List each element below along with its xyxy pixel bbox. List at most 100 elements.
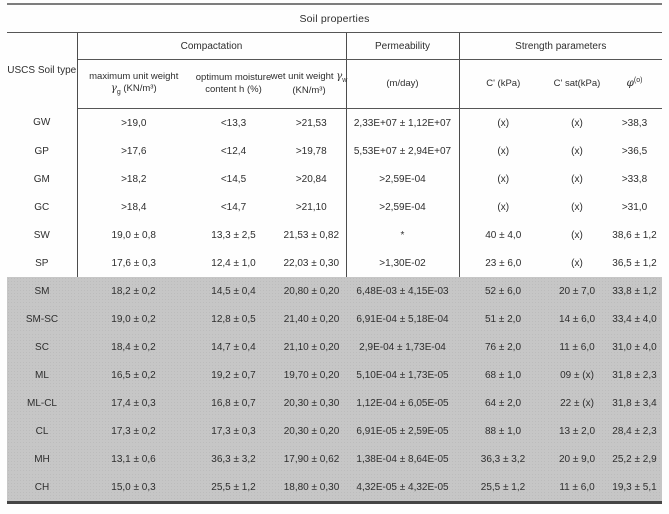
value-cell: 21,40 ± 0,20 <box>277 305 346 333</box>
phi-superscript: (o) <box>633 77 643 85</box>
table-row: GW >19,0 <13,3 >21,53 2,33E+07 ± 1,12E+07 (x)… <box>7 108 662 137</box>
value-cell: 6,91E-05 ± 2,59E-05 <box>346 417 459 445</box>
soil-type-cell: SW <box>7 221 78 249</box>
gamma-subscript: w <box>342 76 348 84</box>
value-cell: >20,84 <box>277 165 347 193</box>
value-cell: 68 ± 1,0 <box>459 361 547 389</box>
group-header-strength-parameters: Strength parameters <box>459 32 662 60</box>
value-cell: 11 ± 6,0 <box>547 473 607 503</box>
group-header-row: USCS Soil type Compactation Permeability… <box>7 32 662 109</box>
max-unit-weight-label: maximum unit weight γg (KN/m³) <box>84 71 184 98</box>
table-container: Soil properties USCS Soil type Compactat… <box>7 3 662 504</box>
soil-type-cell: GC <box>7 193 78 221</box>
value-cell: 36,5 ± 1,2 <box>612 257 657 269</box>
gamma-symbol: γ <box>110 82 117 94</box>
table-row: SW 19,0 ± 0,8 13,3 ± 2,5 21,53 ± 0,82 * 40 ± … <box>7 221 662 249</box>
value-cell: >19,0 <box>121 117 147 129</box>
gamma-subscript: g <box>116 88 121 96</box>
value-cell: 15,0 ± 0,3 <box>77 473 190 503</box>
value-cell: 16,8 ± 0,7 <box>190 389 277 417</box>
value-cell: 17,4 ± 0,3 <box>77 389 190 417</box>
value-cell: >33,8 <box>621 173 648 185</box>
group-header-compaction: Compactation <box>77 32 347 60</box>
value-cell: (x) <box>571 173 583 185</box>
col-header-wet-unit-weight: wet unit weight γw (KN/m³) <box>271 59 347 109</box>
soil-type-cell: SM-SC <box>7 305 77 333</box>
soil-properties-table: Soil properties USCS Soil type Compactat… <box>7 3 662 504</box>
table-header: Soil properties USCS Soil type Compactat… <box>7 4 662 109</box>
value-cell: 20 ± 7,0 <box>547 277 607 305</box>
value-cell: >18,4 <box>121 201 147 213</box>
value-cell: 19,2 ± 0,7 <box>190 361 277 389</box>
soil-type-cell: SP <box>7 249 78 277</box>
table-body: GW >19,0 <13,3 >21,53 2,33E+07 ± 1,12E+07 (x)… <box>7 108 662 503</box>
value-cell: 18,80 ± 0,30 <box>277 473 346 503</box>
value-cell: 31,0 ± 4,0 <box>607 333 662 361</box>
value-cell: <14,7 <box>220 201 247 213</box>
title-row: Soil properties <box>7 4 662 33</box>
soil-type-cell: CL <box>7 417 77 445</box>
sub-header-row: maximum unit weight γg (KN/m³) optimum m… <box>7 59 662 109</box>
value-cell: >21,53 <box>277 108 347 137</box>
soil-type-cell: SM <box>7 277 77 305</box>
value-cell: 14,7 ± 0,4 <box>190 333 277 361</box>
value-cell: >1,30E-02 <box>346 249 460 277</box>
soil-type-cell: GM <box>7 165 78 193</box>
col-header-optimum-moisture: optimum moisture content h (%) <box>190 59 277 109</box>
value-cell: 20 ± 9,0 <box>547 445 607 473</box>
label-text: maximum unit weight <box>89 70 179 82</box>
value-cell: 17,90 ± 0,62 <box>277 445 346 473</box>
value-cell: 12,8 ± 0,5 <box>190 305 277 333</box>
value-cell: >38,3 <box>621 117 648 129</box>
table-row: CH 15,0 ± 0,3 25,5 ± 1,2 18,80 ± 0,30 4,32E-… <box>7 473 662 503</box>
value-cell: (x) <box>497 117 510 129</box>
value-cell: >2,59E-04 <box>346 193 460 221</box>
value-cell: <13,3 <box>220 117 247 129</box>
col-header-permeability-unit: (m/day) <box>346 59 460 109</box>
value-cell: 19,0 ± 0,2 <box>77 305 190 333</box>
value-cell: (x) <box>571 117 583 129</box>
value-cell: 25,2 ± 2,9 <box>607 445 662 473</box>
table-row: GC >18,4 <14,7 >21,10 >2,59E-04 (x) (x) >31,0 <box>7 193 662 221</box>
value-cell: >18,2 <box>121 173 147 185</box>
table-row: SC 18,4 ± 0,2 14,7 ± 0,4 21,10 ± 0,20 2,9E-0… <box>7 333 662 361</box>
label-unit: (KN/m³) <box>292 85 326 97</box>
value-cell: 51 ± 2,0 <box>459 305 547 333</box>
value-cell: 25,5 ± 1,2 <box>190 473 277 503</box>
value-cell: 38,6 ± 1,2 <box>612 229 657 241</box>
table-row: SP 17,6 ± 0,3 12,4 ± 1,0 22,03 ± 0,30 >1,30E… <box>7 249 662 277</box>
soil-type-cell: SC <box>7 333 77 361</box>
value-cell: 17,3 ± 0,2 <box>77 417 190 445</box>
value-cell: 25,5 ± 1,2 <box>459 473 547 503</box>
value-cell: >19,78 <box>277 137 347 165</box>
value-cell: 52 ± 6,0 <box>459 277 547 305</box>
value-cell: 31,8 ± 3,4 <box>607 389 662 417</box>
value-cell: 22 ± (x) <box>547 389 607 417</box>
value-cell: 09 ± (x) <box>547 361 607 389</box>
value-cell: 21,10 ± 0,20 <box>277 333 346 361</box>
value-cell: >36,5 <box>621 145 648 157</box>
corner-header-uscs-soil-type: USCS Soil type <box>7 32 78 109</box>
value-cell: >17,6 <box>121 145 147 157</box>
value-cell: 13,1 ± 0,6 <box>77 445 190 473</box>
col-header-c-effective: C' (kPa) <box>459 59 547 109</box>
wet-unit-weight-label: wet unit weight γw (KN/m³) <box>269 71 349 98</box>
table-row: CL 17,3 ± 0,2 17,3 ± 0,3 20,30 ± 0,20 6,91E-… <box>7 417 662 445</box>
label-unit: (KN/m³) <box>120 82 157 94</box>
value-cell: >2,59E-04 <box>346 165 460 193</box>
value-cell: (x) <box>571 257 583 269</box>
value-cell: 14 ± 6,0 <box>547 305 607 333</box>
value-cell: 2,9E-04 ± 1,73E-04 <box>346 333 459 361</box>
value-cell: 76 ± 2,0 <box>459 333 547 361</box>
value-cell: <14,5 <box>220 173 247 185</box>
gamma-symbol: γ <box>336 70 343 82</box>
value-cell: (x) <box>497 145 510 157</box>
value-cell: 12,4 ± 1,0 <box>211 257 256 269</box>
value-cell: 16,5 ± 0,2 <box>77 361 190 389</box>
table-row: GM >18,2 <14,5 >20,84 >2,59E-04 (x) (x) >33,8 <box>7 165 662 193</box>
col-header-c-saturated: C' sat(kPa) <box>547 59 607 109</box>
value-cell: 28,4 ± 2,3 <box>607 417 662 445</box>
value-cell: 14,5 ± 0,4 <box>190 277 277 305</box>
value-cell: 5,10E-04 ± 1,73E-05 <box>346 361 459 389</box>
